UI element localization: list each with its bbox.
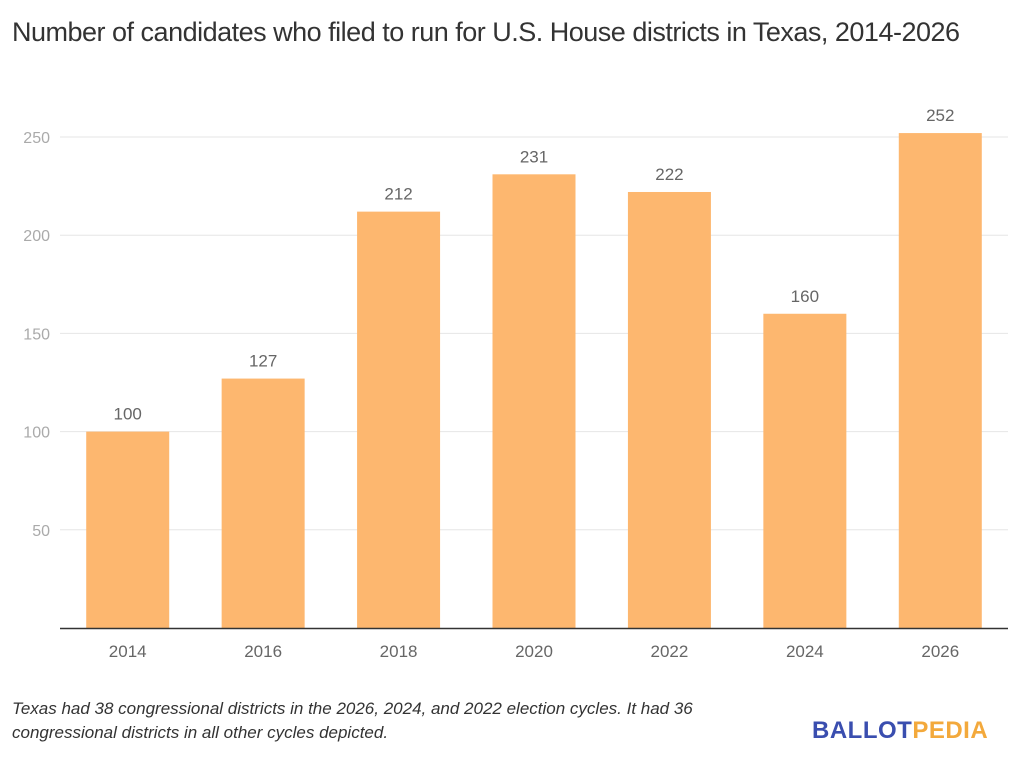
data-label-2018: 212 [384, 185, 412, 204]
data-label-2024: 160 [791, 287, 819, 306]
bar-2024 [763, 313, 847, 628]
x-tick-label: 2014 [109, 642, 147, 661]
y-tick-label: 250 [23, 130, 50, 147]
bars [86, 133, 982, 629]
y-tick-label: 200 [23, 228, 50, 245]
bar-2018 [357, 211, 441, 628]
y-tick-label: 50 [32, 523, 50, 540]
data-labels: 100 127 212 231 222 160 252 [114, 106, 955, 424]
footnote: Texas had 38 congressional districts in … [12, 699, 693, 742]
x-tick-label: 2020 [515, 642, 553, 661]
data-label-2022: 222 [655, 165, 683, 184]
bar-2016 [221, 378, 305, 628]
data-label-2026: 252 [926, 106, 954, 125]
data-label-2014: 100 [114, 405, 142, 424]
x-tick-label: 2018 [380, 642, 418, 661]
ballotpedia-logo: BALLOTPEDIA [812, 717, 988, 745]
y-tick-label: 100 [23, 425, 50, 442]
x-tick-label: 2026 [921, 642, 959, 661]
y-tick-label: 150 [23, 326, 50, 343]
bar-chart: 50 100 150 200 250 100 127 212 231 222 160 252 201… [23, 106, 1008, 661]
data-label-2020: 231 [520, 147, 548, 166]
logo-part-ballot: BALLOT [812, 717, 913, 744]
bar-2026 [898, 133, 982, 628]
bar-2014 [86, 431, 170, 628]
x-tick-label: 2024 [786, 642, 824, 661]
data-label-2016: 127 [249, 352, 277, 371]
y-tick-labels: 50 100 150 200 250 [23, 130, 50, 540]
x-tick-labels: 2014 2016 2018 2020 2022 2024 2026 [109, 642, 959, 661]
bar-2022 [627, 191, 711, 628]
chart-title: Number of candidates who filed to run fo… [12, 17, 960, 47]
x-tick-label: 2016 [244, 642, 282, 661]
x-tick-label: 2022 [651, 642, 689, 661]
logo-part-pedia: PEDIA [912, 717, 989, 744]
bar-2020 [492, 174, 576, 629]
